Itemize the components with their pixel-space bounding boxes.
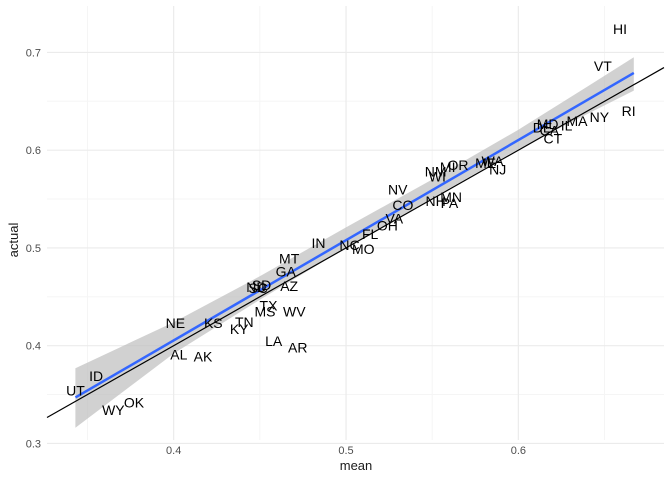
- state-label-md: MD: [537, 116, 559, 132]
- state-label-wa: WA: [481, 153, 504, 169]
- state-label-ak: AK: [194, 348, 213, 364]
- x-tick-label: 0.6: [511, 445, 526, 457]
- fit-line: [74, 71, 635, 399]
- y-tick-label: 0.6: [26, 145, 41, 157]
- state-label-al: AL: [170, 346, 187, 362]
- state-label-pa: PA: [441, 195, 459, 211]
- state-label-ne: NE: [166, 315, 185, 331]
- state-label-in: IN: [311, 235, 325, 251]
- y-tick-label: 0.5: [26, 243, 41, 255]
- state-label-hi: HI: [613, 21, 627, 37]
- state-label-ny: NY: [590, 109, 610, 125]
- state-label-nc: NC: [339, 237, 359, 253]
- state-label-sc: SC: [248, 280, 267, 296]
- state-label-nh: NH: [426, 193, 446, 209]
- y-tick-label: 0.3: [26, 438, 41, 450]
- state-label-ct: CT: [544, 130, 563, 146]
- state-label-wv: WV: [283, 303, 306, 319]
- state-label-ks: KS: [204, 315, 223, 331]
- state-label-tn: TN: [235, 314, 254, 330]
- y-axis-ticks: 0.3 0.4 0.5 0.6 0.7: [26, 47, 41, 450]
- state-label-ri: RI: [622, 103, 636, 119]
- x-axis-ticks: 0.4 0.5 0.6: [166, 445, 526, 457]
- x-axis-title: mean: [340, 458, 373, 473]
- state-label-id: ID: [89, 368, 103, 384]
- state-label-ar: AR: [288, 340, 307, 356]
- state-label-ca: CA: [540, 123, 560, 139]
- state-label-or: OR: [448, 157, 469, 173]
- y-tick-label: 0.4: [26, 341, 41, 353]
- state-label-ut: UT: [66, 383, 85, 399]
- state-label-oh: OH: [377, 217, 398, 233]
- state-label-vt: VT: [594, 58, 612, 74]
- state-label-sd: SD: [252, 277, 271, 293]
- state-label-mn: MN: [440, 189, 462, 205]
- state-label-nv: NV: [388, 181, 408, 197]
- state-label-il: IL: [561, 118, 573, 134]
- state-label-tx: TX: [260, 298, 279, 314]
- y-tick-label: 0.7: [26, 47, 41, 59]
- state-label-az: AZ: [280, 278, 298, 294]
- state-label-mo: MO: [352, 241, 375, 257]
- state-label-va: VA: [385, 211, 403, 227]
- state-label-fl: FL: [362, 226, 379, 242]
- state-label-ma: MA: [566, 113, 588, 129]
- state-label-me: ME: [475, 155, 496, 171]
- state-label-de: DE: [533, 120, 552, 136]
- state-label-mi: MI: [440, 159, 456, 175]
- state-label-nm: NM: [425, 164, 447, 180]
- state-label-ky: KY: [230, 321, 249, 337]
- state-label-ok: OK: [124, 394, 145, 410]
- major-grid: [47, 6, 664, 445]
- state-label-co: CO: [392, 197, 413, 213]
- state-label-nj: NJ: [489, 162, 506, 178]
- y-axis-title: actual: [6, 223, 21, 258]
- x-tick-label: 0.4: [166, 445, 181, 457]
- x-tick-label: 0.5: [338, 445, 353, 457]
- state-label-ms: MS: [255, 303, 276, 319]
- reference-line: [46, 67, 665, 419]
- state-label-wi: WI: [429, 169, 446, 185]
- state-label-ga: GA: [276, 263, 297, 279]
- state-label-wy: WY: [102, 402, 125, 418]
- state-label-mt: MT: [279, 251, 300, 267]
- state-label-la: LA: [265, 333, 283, 349]
- state-label-nd: ND: [246, 279, 266, 295]
